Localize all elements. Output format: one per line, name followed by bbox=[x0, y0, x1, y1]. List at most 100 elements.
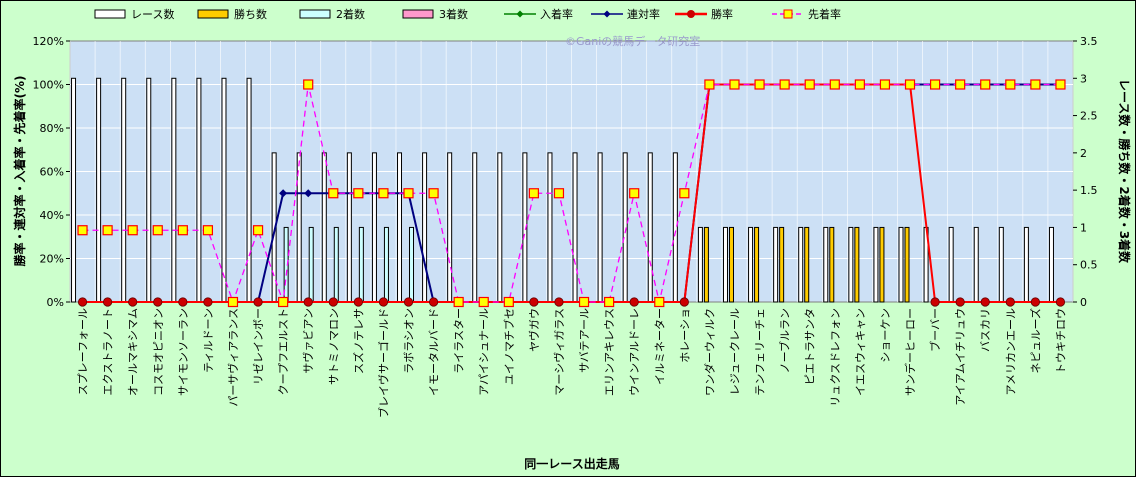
y2-tick-label: 0.5 bbox=[1080, 259, 1098, 272]
y2-tick-label: 3.5 bbox=[1080, 35, 1098, 48]
x-tick-label: トウキチロウ bbox=[1054, 308, 1067, 374]
y2-tick-label: 2.5 bbox=[1080, 110, 1098, 123]
legend-label: 先着率 bbox=[808, 7, 841, 21]
marker-勝率 bbox=[629, 297, 639, 307]
marker-連対率 bbox=[279, 189, 288, 198]
marker-勝率 bbox=[378, 297, 389, 307]
y-tick-label: 80% bbox=[40, 122, 64, 135]
bar-レース数 bbox=[823, 226, 829, 303]
marker-先着率 bbox=[252, 225, 264, 236]
marker-勝率 bbox=[128, 297, 138, 307]
y-axis-right: 0 0.5 1 1.5 2 2.5 3 3.5 bbox=[1073, 35, 1098, 309]
x-tick-label: レジュークレール bbox=[728, 308, 741, 395]
marker-先着率 bbox=[378, 188, 389, 199]
bar-レース数 bbox=[447, 152, 453, 303]
x-tick-label: ティルドーン bbox=[202, 308, 215, 373]
bar-レース数 bbox=[472, 152, 478, 303]
marker-勝率 bbox=[1055, 297, 1066, 307]
legend-swatch-2着数 bbox=[299, 9, 331, 19]
x-tick-label: サトミノマロン bbox=[327, 308, 340, 385]
marker-先着率 bbox=[127, 225, 138, 236]
marker-先着率 bbox=[1005, 79, 1016, 90]
marker-先着率 bbox=[829, 79, 840, 90]
bar-レース数 bbox=[497, 152, 503, 303]
marker-先着率 bbox=[1030, 79, 1041, 90]
y-tick-label: 20% bbox=[40, 253, 64, 266]
bar-2着数 bbox=[333, 226, 339, 303]
bar-レース数 bbox=[221, 77, 227, 303]
legend-label: レース数 bbox=[131, 8, 174, 21]
bar-レース数 bbox=[146, 77, 152, 303]
bar-レース数 bbox=[798, 226, 804, 303]
y-axis-left: 0% 20% 40% 60% 80% 100% 120% bbox=[33, 35, 70, 309]
x-tick-label: バスカリ bbox=[979, 308, 992, 352]
marker-先着率 bbox=[929, 79, 941, 90]
bar-勝ち数 bbox=[728, 226, 734, 303]
legend-marker-連対率 bbox=[603, 10, 611, 18]
marker-先着率 bbox=[955, 79, 966, 90]
marker-先着率 bbox=[879, 79, 891, 90]
marker-先着率 bbox=[428, 188, 439, 199]
marker-先着率 bbox=[328, 188, 339, 199]
x-tick-label: リュクスドレフォン bbox=[829, 308, 842, 407]
bar-レース数 bbox=[672, 152, 678, 303]
marker-先着率 bbox=[629, 188, 640, 199]
marker-勝率 bbox=[529, 297, 539, 307]
marker-先着率 bbox=[854, 79, 865, 90]
x-axis-title: 同一レース出走馬 bbox=[524, 456, 619, 471]
marker-先着率 bbox=[729, 79, 740, 90]
y-tick-label: 40% bbox=[40, 209, 64, 222]
marker-先着率 bbox=[152, 225, 163, 236]
marker-先着率 bbox=[804, 79, 815, 90]
y-tick-label: 100% bbox=[33, 79, 64, 92]
bar-レース数 bbox=[697, 226, 703, 303]
legend-label: 2着数 bbox=[336, 7, 365, 21]
x-tick-label: スプレーフォール bbox=[77, 308, 90, 395]
bar-レース数 bbox=[321, 152, 327, 303]
marker-先着率 bbox=[453, 296, 464, 308]
marker-先着率 bbox=[77, 225, 88, 236]
marker-先着率 bbox=[980, 79, 991, 90]
marker-先着率 bbox=[177, 225, 188, 236]
marker-先着率 bbox=[779, 79, 790, 90]
bar-レース数 bbox=[346, 152, 352, 303]
marker-勝率 bbox=[554, 297, 564, 307]
x-tick-label: ヤヴガウ bbox=[527, 308, 541, 352]
bar-レース数 bbox=[597, 152, 603, 303]
marker-連対率 bbox=[304, 189, 313, 198]
marker-勝率 bbox=[955, 297, 965, 307]
x-tick-label: アイアムイチリュウ bbox=[954, 308, 967, 406]
x-tick-label: テンフェリーチェ bbox=[754, 308, 767, 396]
bar-レース数 bbox=[121, 77, 127, 303]
y-tick-label: 120% bbox=[33, 35, 64, 48]
bar-レース数 bbox=[196, 77, 202, 303]
legend-swatch-3着数 bbox=[402, 9, 434, 19]
bar-レース数 bbox=[998, 226, 1004, 303]
x-tick-label: ワンダーウィルク bbox=[702, 308, 716, 396]
bar-レース数 bbox=[647, 152, 653, 303]
marker-勝率 bbox=[679, 297, 689, 307]
legend-label: 勝率 bbox=[711, 7, 733, 21]
gridlines bbox=[69, 41, 1074, 302]
marker-勝率 bbox=[980, 297, 990, 307]
x-tick-label: ライラスター bbox=[453, 308, 466, 374]
marker-勝率 bbox=[403, 297, 414, 307]
bar-レース数 bbox=[422, 152, 428, 303]
bar-2着数 bbox=[358, 226, 364, 303]
x-tick-label: ピエトラサンタ bbox=[804, 308, 817, 385]
x-tick-label: スズノテレサ bbox=[351, 308, 365, 374]
bar-レース数 bbox=[572, 152, 578, 303]
marker-勝率 bbox=[103, 297, 113, 307]
y2-axis-title: レース数・勝ち数・2着数・3着数 bbox=[1117, 79, 1132, 264]
marker-勝率 bbox=[1030, 297, 1040, 307]
bar-レース数 bbox=[171, 77, 177, 303]
x-tick-label: ユイノマチブセ bbox=[502, 308, 516, 385]
y2-tick-label: 1.5 bbox=[1080, 184, 1098, 197]
x-tick-label: ホレーショ bbox=[678, 308, 691, 363]
legend-label: 連対率 bbox=[627, 7, 660, 21]
x-tick-label: アパイシュナール bbox=[478, 308, 491, 396]
legend-marker-先着率 bbox=[783, 9, 793, 19]
marker-先着率 bbox=[604, 296, 615, 308]
marker-勝率 bbox=[77, 297, 88, 307]
legend-marker-入着率 bbox=[516, 10, 524, 18]
